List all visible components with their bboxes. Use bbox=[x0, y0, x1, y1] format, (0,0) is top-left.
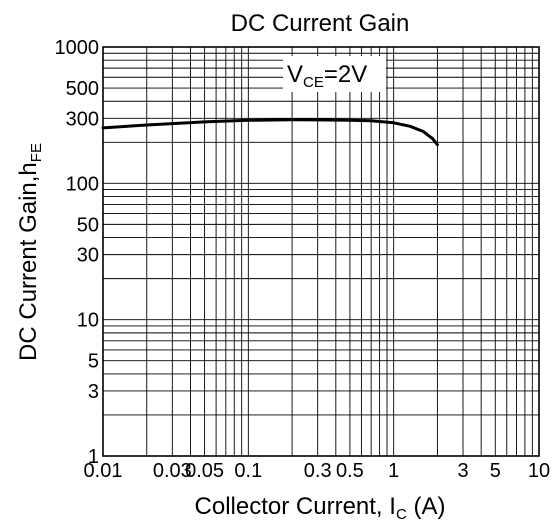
x-tick-label: 0.03 bbox=[153, 460, 192, 482]
x-tick-label: 0.1 bbox=[234, 460, 262, 482]
x-tick-labels: 0.01 0.030.05 0.1 0.3 0.5 1 3 5 10 bbox=[84, 460, 551, 482]
y-tick-label: 30 bbox=[77, 245, 99, 267]
y-tick-label: 100 bbox=[66, 173, 99, 195]
y-tick-label: 50 bbox=[77, 214, 99, 236]
y-axis-label-sub: FE bbox=[28, 143, 45, 162]
y-axis-label: DC Current Gain,hFE bbox=[15, 143, 45, 361]
vce-annotation-tail: =2V bbox=[324, 61, 367, 88]
annotation-background bbox=[283, 56, 386, 92]
vce-annotation-main: V bbox=[287, 61, 303, 88]
y-tick-labels: 1 3 5 10 30 50 100 300 500 1000 bbox=[55, 37, 100, 468]
chart-title: DC Current Gain bbox=[231, 10, 410, 37]
y-tick-label: 500 bbox=[66, 78, 99, 100]
y-tick-label: 1000 bbox=[55, 37, 100, 59]
grid-lines bbox=[103, 47, 539, 456]
x-axis-label-tail: (A) bbox=[407, 493, 446, 520]
gain-curve-line bbox=[101, 118, 439, 147]
x-tick-label: 10 bbox=[528, 460, 550, 482]
y-tick-label: 1 bbox=[88, 446, 99, 468]
y-tick-label: 300 bbox=[66, 108, 99, 130]
x-axis-label-main: Collector Current, I bbox=[195, 493, 396, 520]
x-tick-label: 0.05 bbox=[185, 460, 224, 482]
x-tick-label: 0.5 bbox=[336, 460, 364, 482]
vce-annotation-sub: CE bbox=[303, 74, 324, 91]
x-tick-label: 5 bbox=[490, 460, 501, 482]
plot-frame bbox=[102, 46, 540, 457]
x-axis-label: Collector Current, IC (A) bbox=[195, 493, 446, 523]
y-tick-label: 10 bbox=[77, 310, 99, 332]
x-tick-label: 0.01 bbox=[84, 460, 123, 482]
x-axis-label-sub: C bbox=[396, 506, 407, 523]
vce-annotation: VCE=2V bbox=[287, 61, 367, 91]
x-tick-label: 1 bbox=[388, 460, 399, 482]
y-axis-label-main: DC Current Gain,h bbox=[15, 162, 42, 361]
x-tick-label: 3 bbox=[457, 460, 468, 482]
y-tick-label: 3 bbox=[88, 381, 99, 403]
y-tick-label: 5 bbox=[88, 351, 99, 373]
x-tick-label: 0.3 bbox=[304, 460, 332, 482]
